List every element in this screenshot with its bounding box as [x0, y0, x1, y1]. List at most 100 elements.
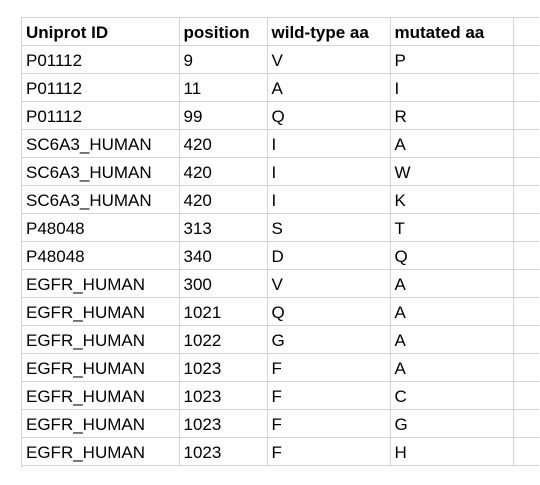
empty-cell[interactable] [513, 409, 539, 438]
header-cell-mutated-aa[interactable]: mutated aa [390, 18, 514, 46]
cell-uniprot-id[interactable]: SC6A3_HUMAN [22, 185, 180, 214]
table-row: EGFR_HUMAN 1023 F G [22, 409, 539, 438]
cell-mutated-aa[interactable]: W [390, 157, 514, 186]
cell-position[interactable]: 340 [179, 241, 268, 270]
cell-mutated-aa[interactable]: Q [390, 241, 514, 270]
table-row: P01112 11 A I [22, 73, 539, 102]
cell-mutated-aa[interactable]: G [390, 409, 514, 438]
cell-uniprot-id[interactable]: P48048 [22, 213, 180, 242]
grid-left-line [21, 18, 22, 468]
cell-mutated-aa[interactable]: P [390, 45, 514, 74]
cell-wild-type-aa[interactable]: F [267, 353, 391, 382]
cell-position[interactable]: 300 [179, 269, 268, 298]
cell-mutated-aa[interactable]: H [390, 437, 514, 466]
cell-mutated-aa[interactable]: A [390, 353, 514, 382]
table-row: EGFR_HUMAN 1023 F C [22, 381, 539, 410]
cell-uniprot-id[interactable]: EGFR_HUMAN [22, 353, 180, 382]
cell-uniprot-id[interactable]: EGFR_HUMAN [22, 381, 180, 410]
cell-mutated-aa[interactable]: R [390, 101, 514, 130]
cell-wild-type-aa[interactable]: Q [267, 101, 391, 130]
cell-wild-type-aa[interactable]: G [267, 325, 391, 354]
empty-cell[interactable] [513, 381, 539, 410]
cell-position[interactable]: 420 [179, 129, 268, 158]
cell-position[interactable]: 1022 [179, 325, 268, 354]
cell-wild-type-aa[interactable]: V [267, 269, 391, 298]
cell-wild-type-aa[interactable]: V [267, 45, 391, 74]
cell-uniprot-id[interactable]: P48048 [22, 241, 180, 270]
cell-mutated-aa[interactable]: A [390, 269, 514, 298]
empty-cell[interactable] [513, 213, 539, 242]
empty-cell[interactable] [513, 18, 539, 46]
empty-cell[interactable] [513, 437, 539, 466]
table-row: SC6A3_HUMAN 420 I A [22, 129, 539, 158]
table-row: SC6A3_HUMAN 420 I K [22, 185, 539, 214]
empty-cell[interactable] [513, 101, 539, 130]
table-row: P01112 9 V P [22, 45, 539, 74]
header-cell-uniprot-id[interactable]: Uniprot ID [22, 18, 180, 46]
table-row: EGFR_HUMAN 1022 G A [22, 325, 539, 354]
table-row: EGFR_HUMAN 300 V A [22, 269, 539, 298]
cell-mutated-aa[interactable]: T [390, 213, 514, 242]
empty-cell[interactable] [513, 325, 539, 354]
header-cell-wild-type-aa[interactable]: wild-type aa [267, 18, 391, 46]
cell-position[interactable]: 1023 [179, 353, 268, 382]
empty-cell[interactable] [513, 297, 539, 326]
cell-position[interactable]: 1023 [179, 381, 268, 410]
empty-cell[interactable] [513, 353, 539, 382]
data-table: Uniprot ID position wild-type aa mutated… [22, 18, 539, 466]
table-row: EGFR_HUMAN 1023 F A [22, 353, 539, 382]
cell-wild-type-aa[interactable]: I [267, 185, 391, 214]
cell-wild-type-aa[interactable]: F [267, 437, 391, 466]
table-row: P01112 99 Q R [22, 101, 539, 130]
cell-mutated-aa[interactable]: A [390, 129, 514, 158]
grid-top-line [21, 17, 539, 18]
empty-cell[interactable] [513, 45, 539, 74]
cell-uniprot-id[interactable]: SC6A3_HUMAN [22, 157, 180, 186]
cell-wild-type-aa[interactable]: F [267, 381, 391, 410]
table-row: P48048 340 D Q [22, 241, 539, 270]
cell-position[interactable]: 99 [179, 101, 268, 130]
cell-wild-type-aa[interactable]: F [267, 409, 391, 438]
cell-uniprot-id[interactable]: SC6A3_HUMAN [22, 129, 180, 158]
header-row: Uniprot ID position wild-type aa mutated… [22, 18, 539, 46]
empty-cell[interactable] [513, 73, 539, 102]
cell-mutated-aa[interactable]: C [390, 381, 514, 410]
cell-wild-type-aa[interactable]: A [267, 73, 391, 102]
cell-uniprot-id[interactable]: EGFR_HUMAN [22, 437, 180, 466]
cell-uniprot-id[interactable]: P01112 [22, 45, 180, 74]
cell-position[interactable]: 1023 [179, 437, 268, 466]
cell-uniprot-id[interactable]: P01112 [22, 73, 180, 102]
cell-wild-type-aa[interactable]: S [267, 213, 391, 242]
cell-mutated-aa[interactable]: K [390, 185, 514, 214]
empty-cell[interactable] [513, 157, 539, 186]
table-row: EGFR_HUMAN 1023 F H [22, 437, 539, 466]
cell-uniprot-id[interactable]: EGFR_HUMAN [22, 269, 180, 298]
cell-mutated-aa[interactable]: A [390, 297, 514, 326]
cell-wild-type-aa[interactable]: D [267, 241, 391, 270]
cell-uniprot-id[interactable]: EGFR_HUMAN [22, 297, 180, 326]
cell-position[interactable]: 1023 [179, 409, 268, 438]
table-row: P48048 313 S T [22, 213, 539, 242]
cell-position[interactable]: 420 [179, 157, 268, 186]
cell-uniprot-id[interactable]: P01112 [22, 101, 180, 130]
cell-uniprot-id[interactable]: EGFR_HUMAN [22, 409, 180, 438]
cell-position[interactable]: 420 [179, 185, 268, 214]
cell-wild-type-aa[interactable]: Q [267, 297, 391, 326]
cell-uniprot-id[interactable]: EGFR_HUMAN [22, 325, 180, 354]
cell-position[interactable]: 11 [179, 73, 268, 102]
cell-position[interactable]: 1021 [179, 297, 268, 326]
cell-wild-type-aa[interactable]: I [267, 129, 391, 158]
table-row: SC6A3_HUMAN 420 I W [22, 157, 539, 186]
cell-mutated-aa[interactable]: I [390, 73, 514, 102]
cell-position[interactable]: 9 [179, 45, 268, 74]
empty-cell[interactable] [513, 269, 539, 298]
empty-cell[interactable] [513, 129, 539, 158]
cell-mutated-aa[interactable]: A [390, 325, 514, 354]
cell-wild-type-aa[interactable]: I [267, 157, 391, 186]
header-cell-position[interactable]: position [179, 18, 268, 46]
empty-cell[interactable] [513, 185, 539, 214]
empty-cell[interactable] [513, 241, 539, 270]
table-row: EGFR_HUMAN 1021 Q A [22, 297, 539, 326]
cell-position[interactable]: 313 [179, 213, 268, 242]
